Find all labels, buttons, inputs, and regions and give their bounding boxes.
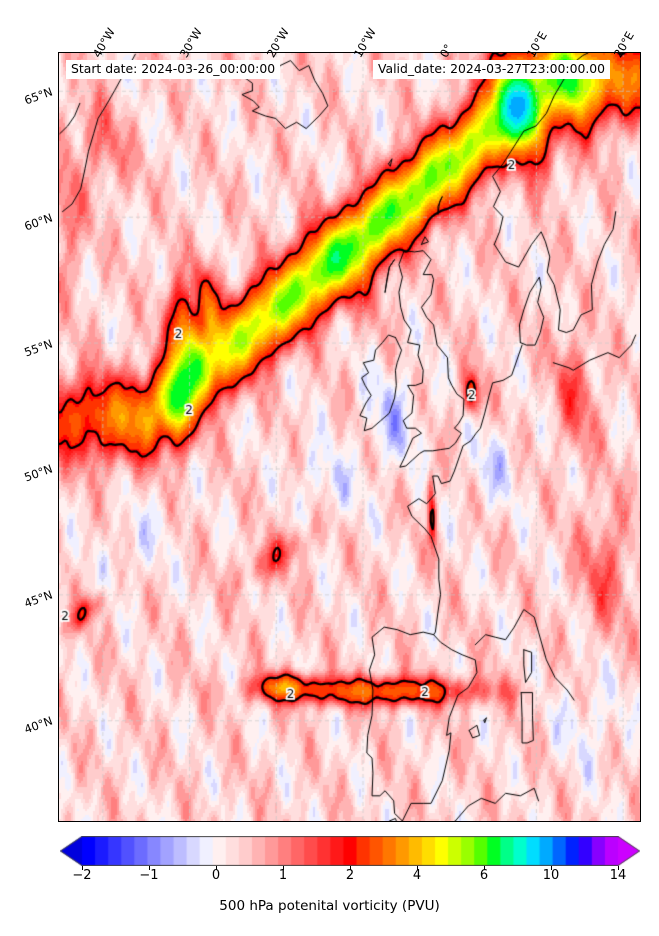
y-tick-label: 45°N: [22, 587, 55, 611]
y-tick-label: 50°N: [22, 461, 55, 485]
y-tick-label: 40°N: [22, 713, 55, 737]
colorbar-tick-mark: [350, 866, 351, 870]
colorbar-tick-label: 14: [609, 868, 627, 883]
start-date-label: Start date: 2024-03-26_00:00:00: [66, 60, 281, 80]
colorbar-tick-label: 1: [278, 868, 288, 883]
colorbar-tick-label: 0: [211, 868, 221, 883]
y-tick-label: 55°N: [22, 335, 55, 360]
colorbar-tick-label: −1: [139, 868, 159, 883]
colorbar-tick-label: 6: [479, 868, 489, 883]
colorbar-tick-mark: [618, 866, 619, 870]
y-tick-label: 65°N: [22, 84, 55, 108]
colorbar-tick-label: −2: [72, 868, 92, 883]
colorbar-tick-mark: [82, 866, 83, 870]
colorbar-title: 500 hPa potenital vorticity (PVU): [219, 898, 440, 914]
y-tick-label: 60°N: [22, 210, 55, 234]
colorbar-tick-mark: [484, 866, 485, 870]
potential-vorticity-heatmap: [59, 53, 640, 821]
colorbar-tick-mark: [551, 866, 552, 870]
colorbar-gradient: [60, 836, 640, 866]
colorbar: −2 −1 0 1 2 4 6 10 14: [60, 836, 640, 883]
colorbar-tick-mark: [149, 866, 150, 870]
colorbar-tick-label: 2: [345, 868, 355, 883]
colorbar-tick-mark: [283, 866, 284, 870]
map-panel: [58, 52, 641, 822]
valid-date-label: Valid_date: 2024-03-27T23:00:00.00: [373, 60, 611, 80]
colorbar-tick-label: 10: [542, 868, 560, 883]
colorbar-tick-mark: [216, 866, 217, 870]
colorbar-tick-label: 4: [412, 868, 422, 883]
colorbar-tick-mark: [417, 866, 418, 870]
